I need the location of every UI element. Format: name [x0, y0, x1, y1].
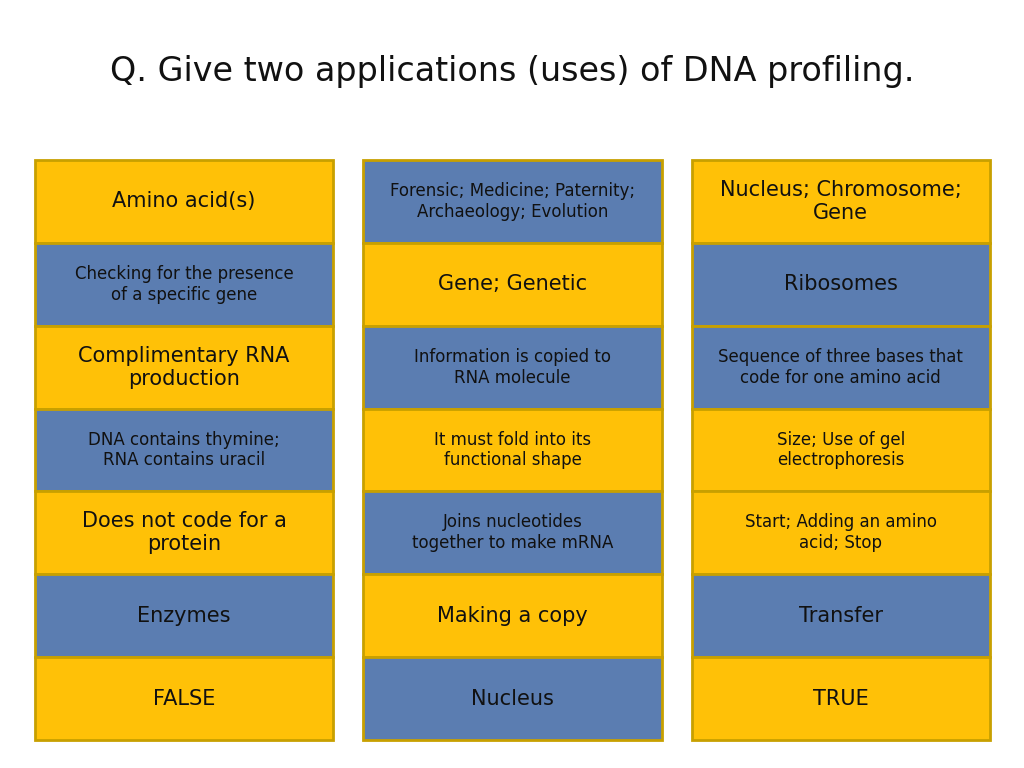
- Bar: [35, 409, 334, 492]
- Text: Start; Adding an amino
acid; Stop: Start; Adding an amino acid; Stop: [744, 514, 937, 552]
- Text: Q. Give two applications (uses) of DNA profiling.: Q. Give two applications (uses) of DNA p…: [110, 55, 914, 88]
- Text: Nucleus: Nucleus: [471, 689, 554, 709]
- Text: Nucleus; Chromosome;
Gene: Nucleus; Chromosome; Gene: [720, 180, 962, 223]
- Bar: [364, 160, 662, 243]
- Text: TRUE: TRUE: [813, 689, 868, 709]
- Text: DNA contains thymine;
RNA contains uracil: DNA contains thymine; RNA contains uraci…: [88, 431, 280, 469]
- Text: Complimentary RNA
production: Complimentary RNA production: [79, 346, 290, 389]
- Bar: [35, 574, 334, 657]
- Text: Size; Use of gel
electrophoresis: Size; Use of gel electrophoresis: [777, 431, 905, 469]
- Text: Amino acid(s): Amino acid(s): [113, 191, 256, 211]
- Text: Making a copy: Making a copy: [437, 606, 588, 626]
- Bar: [691, 409, 990, 492]
- Text: Joins nucleotides
together to make mRNA: Joins nucleotides together to make mRNA: [412, 514, 613, 552]
- Bar: [35, 326, 334, 409]
- Bar: [364, 492, 662, 574]
- Text: Forensic; Medicine; Paternity;
Archaeology; Evolution: Forensic; Medicine; Paternity; Archaeolo…: [390, 182, 635, 221]
- Bar: [35, 657, 334, 740]
- Bar: [364, 243, 662, 326]
- Bar: [35, 492, 334, 574]
- Text: Sequence of three bases that
code for one amino acid: Sequence of three bases that code for on…: [719, 348, 964, 386]
- Text: Gene; Genetic: Gene; Genetic: [438, 274, 587, 294]
- Bar: [364, 657, 662, 740]
- Text: Does not code for a
protein: Does not code for a protein: [82, 511, 287, 554]
- Text: Ribosomes: Ribosomes: [784, 274, 898, 294]
- Bar: [691, 243, 990, 326]
- Bar: [364, 409, 662, 492]
- Text: Enzymes: Enzymes: [137, 606, 231, 626]
- Bar: [691, 160, 990, 243]
- Bar: [691, 326, 990, 409]
- Text: It must fold into its
functional shape: It must fold into its functional shape: [434, 431, 591, 469]
- Text: Information is copied to
RNA molecule: Information is copied to RNA molecule: [414, 348, 611, 386]
- Bar: [691, 492, 990, 574]
- Text: Checking for the presence
of a specific gene: Checking for the presence of a specific …: [75, 265, 294, 303]
- Text: FALSE: FALSE: [153, 689, 215, 709]
- Text: Transfer: Transfer: [799, 606, 883, 626]
- Bar: [691, 574, 990, 657]
- Bar: [364, 326, 662, 409]
- Bar: [364, 574, 662, 657]
- Bar: [691, 657, 990, 740]
- Bar: [35, 243, 334, 326]
- Bar: [35, 160, 334, 243]
